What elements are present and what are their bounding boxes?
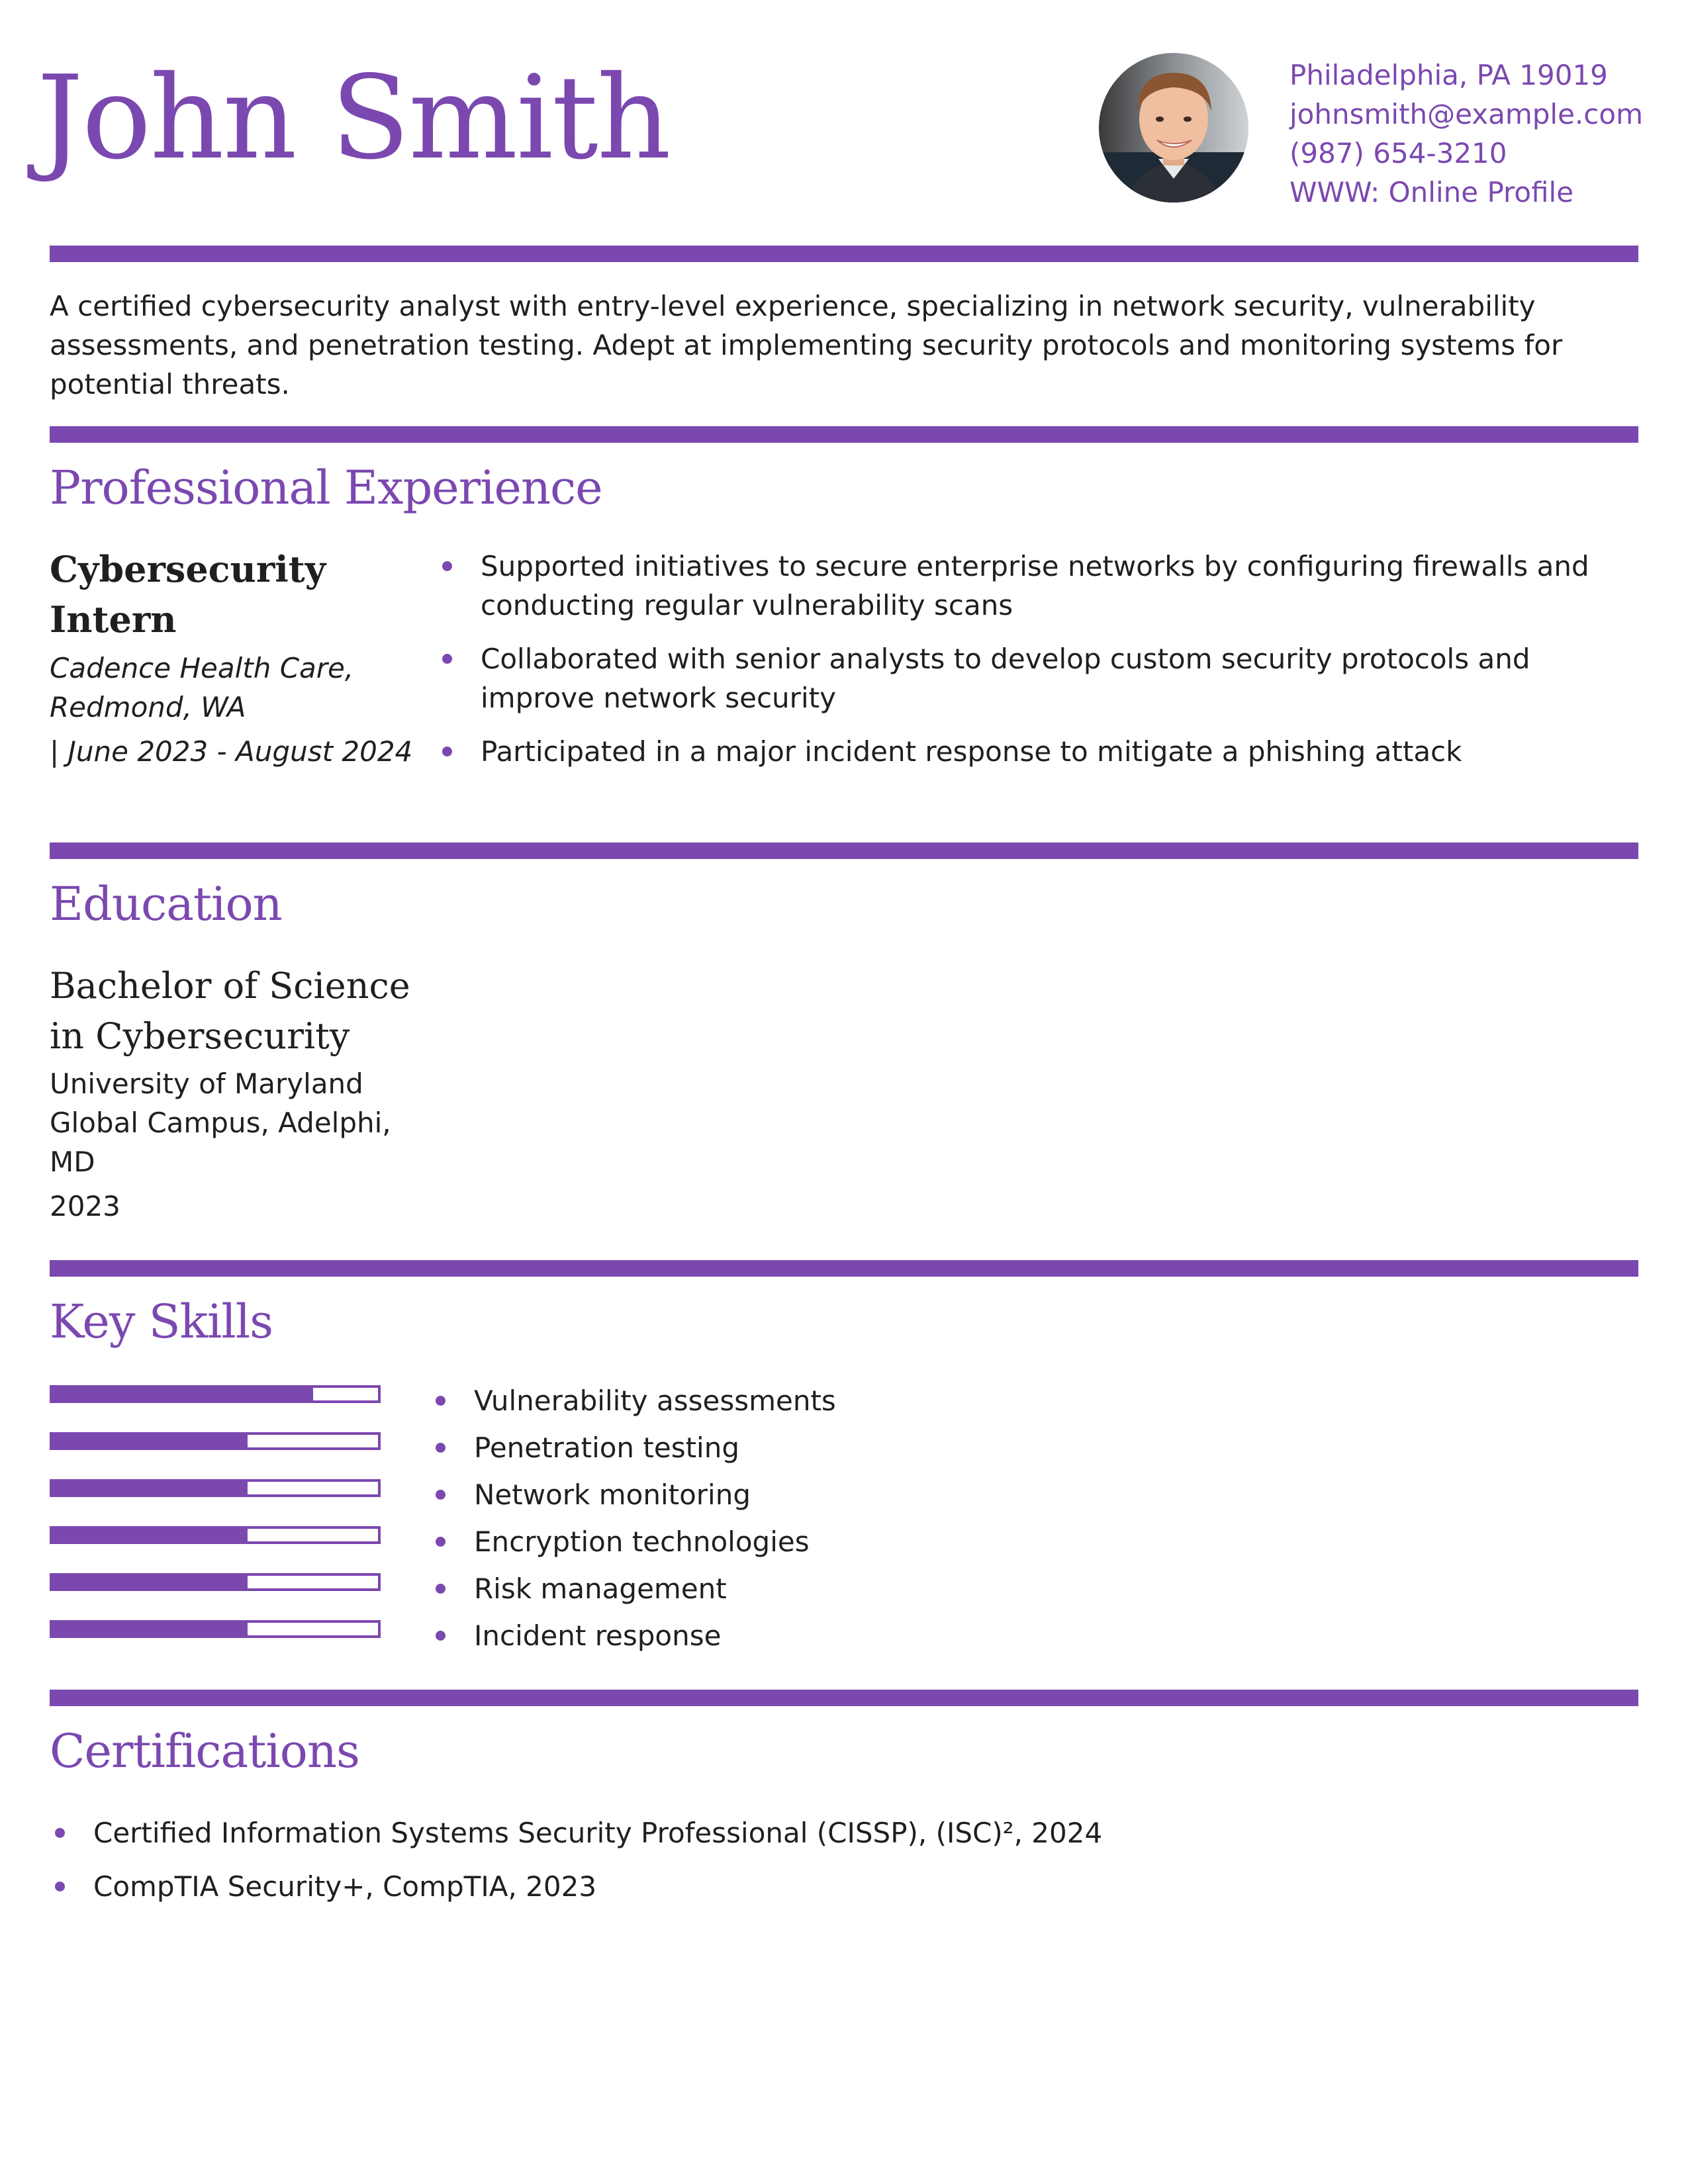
skill-level-fill xyxy=(52,1576,248,1588)
skill-item: Incident response xyxy=(430,1616,1291,1655)
contact-location: Philadelphia, PA 19019 xyxy=(1289,59,1608,91)
skill-level-bar xyxy=(50,1573,381,1591)
skill-level-bar xyxy=(50,1620,381,1638)
skill-level-bar xyxy=(50,1385,381,1403)
skills-section-title: Key Skills xyxy=(50,1295,273,1349)
skill-level-bar xyxy=(50,1479,381,1497)
job-bullet: Collaborated with senior analysts to dev… xyxy=(437,639,1628,717)
contact-email-link[interactable]: johnsmith@example.com xyxy=(1289,98,1643,130)
education-details: Bachelor of Science in Cybersecurity Uni… xyxy=(50,961,420,1226)
education-divider xyxy=(50,1260,1638,1277)
contact-website-link[interactable]: WWW: Online Profile xyxy=(1289,176,1574,208)
job-dates: | June 2023 - August 2024 xyxy=(50,735,413,768)
summary-divider xyxy=(50,426,1638,443)
job-company-location: Cadence Health Care, Redmond, WA xyxy=(50,652,354,723)
skills-divider xyxy=(50,1690,1638,1706)
professional-summary: A certified cybersecurity analyst with e… xyxy=(50,290,1563,400)
skill-level-bars xyxy=(50,1385,381,1667)
skill-item: Vulnerability assessments xyxy=(430,1381,1291,1420)
profile-photo-image xyxy=(1099,53,1248,203)
job-company: Cadence Health Care xyxy=(50,652,345,684)
skill-item: Penetration testing xyxy=(430,1428,1291,1467)
skills-list: Vulnerability assessments Penetration te… xyxy=(430,1381,1291,1663)
contact-phone: (987) 654-3210 xyxy=(1289,137,1507,169)
skill-item: Encryption technologies xyxy=(430,1522,1291,1561)
certifications-list: Certified Information Systems Security P… xyxy=(50,1813,1572,1921)
education-year: 2023 xyxy=(50,1190,120,1222)
job-bullets: Supported initiatives to secure enterpri… xyxy=(437,547,1628,786)
education-section-title: Education xyxy=(50,877,283,931)
skill-level-fill xyxy=(52,1623,248,1635)
job-title: Cybersecurity Intern xyxy=(50,548,326,641)
skill-level-bar xyxy=(50,1526,381,1544)
skill-level-fill xyxy=(52,1529,248,1541)
candidate-name: John Smith xyxy=(37,51,671,185)
education-school: University of Maryland Global Campus, Ad… xyxy=(50,1068,391,1178)
job-location: Redmond, WA xyxy=(50,691,246,723)
skill-level-fill xyxy=(52,1388,313,1400)
job-bullet: Supported initiatives to secure enterpri… xyxy=(437,547,1628,625)
header-divider xyxy=(50,246,1638,262)
skill-level-bar xyxy=(50,1432,381,1450)
skill-item: Network monitoring xyxy=(430,1475,1291,1514)
certifications-section-title: Certifications xyxy=(50,1724,360,1778)
skill-level-fill xyxy=(52,1435,248,1447)
profile-photo xyxy=(1099,53,1248,203)
certification-item: Certified Information Systems Security P… xyxy=(50,1813,1572,1852)
education-degree: Bachelor of Science in Cybersecurity xyxy=(50,965,410,1057)
job-bullet: Participated in a major incident respons… xyxy=(437,732,1628,771)
certification-item: CompTIA Security+, CompTIA, 2023 xyxy=(50,1867,1572,1906)
skill-level-fill xyxy=(52,1482,248,1494)
experience-divider xyxy=(50,842,1638,859)
contact-info: Philadelphia, PA 19019 johnsmith@example… xyxy=(1289,56,1660,212)
job-details: Cybersecurity Intern Cadence Health Care… xyxy=(50,544,420,771)
skill-item: Risk management xyxy=(430,1569,1291,1608)
experience-section-title: Professional Experience xyxy=(50,461,603,515)
